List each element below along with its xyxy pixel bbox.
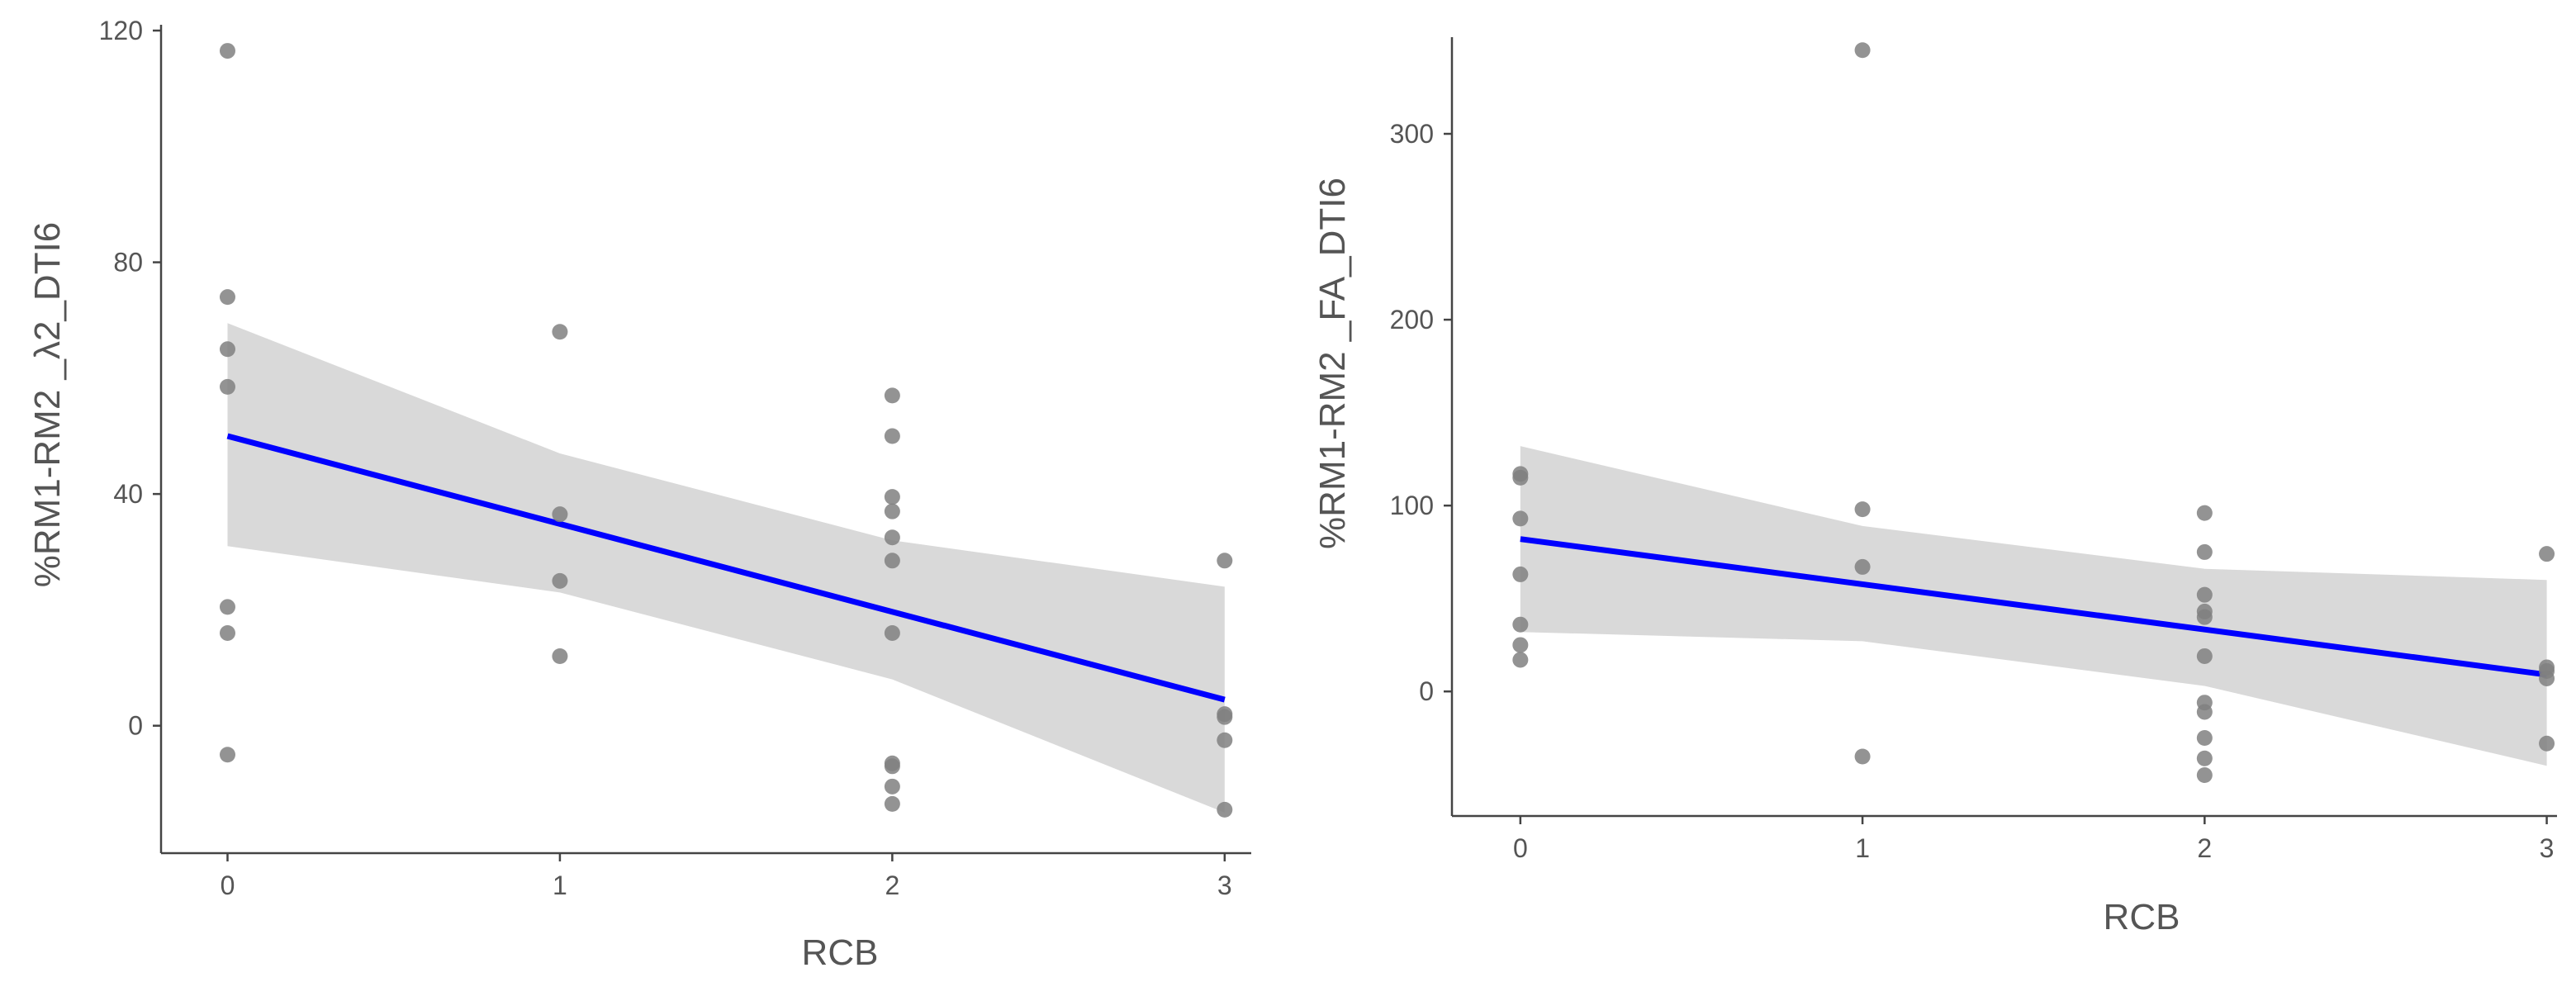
x-tick-label: 3 — [2540, 833, 2555, 863]
y-tick-label: 0 — [128, 711, 143, 741]
data-point — [884, 778, 900, 795]
data-point — [219, 43, 235, 59]
data-point — [884, 795, 900, 812]
data-point — [219, 624, 235, 641]
data-point — [884, 624, 900, 641]
data-point — [219, 599, 235, 615]
y-tick-label: 120 — [99, 16, 143, 45]
data-point — [884, 489, 900, 505]
regression-line — [1520, 536, 2548, 678]
data-point — [2196, 609, 2213, 625]
data-point — [1217, 801, 1233, 818]
data-point — [884, 428, 900, 444]
left-panel: 0 40 80 120 0 1 2 3 RCB %RM1-RM2 _λ2_DTI6 — [27, 16, 1251, 973]
data-point — [1217, 732, 1233, 748]
x-tick-label: 0 — [221, 871, 235, 900]
data-point — [552, 572, 568, 589]
data-point — [1512, 652, 1529, 668]
x-axis-title: RCB — [2104, 897, 2180, 937]
data-point — [2196, 704, 2213, 720]
y-tick-label: 80 — [113, 248, 143, 278]
data-point — [884, 503, 900, 519]
data-point — [2539, 735, 2555, 752]
x-tick-label: 0 — [1513, 833, 1528, 863]
x-tick-label: 3 — [1217, 871, 1232, 900]
data-point — [1512, 469, 1529, 486]
data-point — [2196, 543, 2213, 560]
data-point — [2196, 586, 2213, 603]
data-point — [2539, 670, 2555, 686]
data-point — [1854, 42, 1871, 59]
data-point — [884, 387, 900, 404]
regression-line — [226, 433, 1226, 703]
data-point — [1512, 616, 1529, 633]
y-axis-title: %RM1-RM2 _FA_DTI6 — [1312, 178, 1353, 549]
y-tick-label: 200 — [1390, 305, 1434, 334]
y-tick-label: 100 — [1390, 491, 1434, 520]
data-point — [2196, 648, 2213, 664]
data-point — [2196, 766, 2213, 783]
x-tick-label: 1 — [553, 871, 567, 900]
data-point — [219, 747, 235, 763]
data-point — [552, 648, 568, 665]
data-point — [552, 324, 568, 340]
data-point — [884, 553, 900, 569]
y-tick-label: 40 — [113, 479, 143, 509]
x-tick-label: 2 — [885, 871, 899, 900]
x-axis-title: RCB — [802, 932, 879, 973]
data-point — [1854, 501, 1871, 518]
data-point — [2196, 750, 2213, 766]
y-tick-label: 300 — [1390, 119, 1434, 149]
x-tick-label: 1 — [1855, 833, 1870, 863]
data-point — [552, 506, 568, 523]
data-point — [219, 289, 235, 306]
data-point — [1217, 709, 1233, 725]
data-point — [1512, 510, 1529, 527]
data-point — [219, 341, 235, 358]
data-point — [884, 529, 900, 546]
data-point — [1854, 558, 1871, 575]
data-point — [1854, 748, 1871, 765]
data-point — [1512, 566, 1529, 582]
right-panel: 0 100 200 300 0 1 2 3 RCB %RM1-RM2 _FA_DTI6 — [1312, 37, 2557, 937]
y-axis-title: %RM1-RM2 _λ2_DTI6 — [27, 222, 68, 588]
data-point — [219, 378, 235, 395]
data-point — [1512, 637, 1529, 653]
data-point — [2196, 505, 2213, 521]
y-tick-label: 0 — [1419, 676, 1434, 706]
data-point — [1217, 553, 1233, 569]
data-point — [2539, 546, 2555, 562]
x-tick-label: 2 — [2197, 833, 2212, 863]
data-point — [2196, 729, 2213, 746]
data-point — [884, 758, 900, 775]
